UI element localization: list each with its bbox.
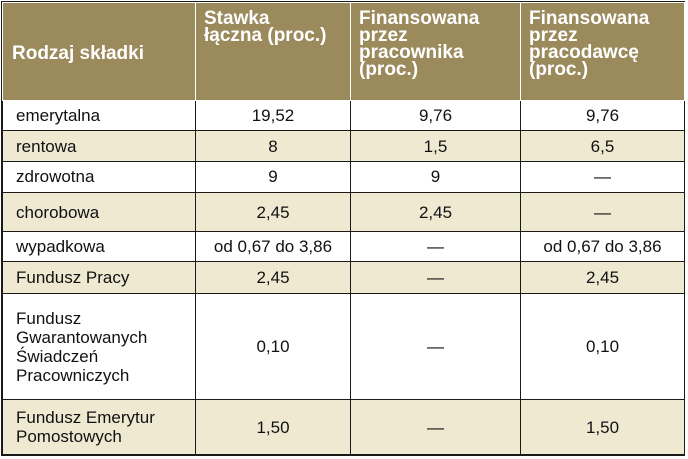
- cell-contribution-type: emerytalna: [2, 99, 196, 132]
- cell-total-rate: 2,45: [195, 192, 351, 232]
- header-employer-share: Finansowana przez pracodawcę (proc.): [520, 2, 685, 101]
- cell-employer-share: —: [520, 160, 685, 194]
- table-header-row: Rodzaj składki Stawka łączna (proc.) Fin…: [2, 2, 685, 101]
- cell-contribution-type: rentowa: [2, 130, 196, 162]
- cell-contribution-type: zdrowotna: [2, 160, 196, 194]
- cell-total-rate: 8: [195, 130, 351, 162]
- header-total-rate: Stawka łączna (proc.): [195, 2, 351, 101]
- cell-contribution-type: wypadkowa: [2, 230, 196, 263]
- table-row: emerytalna 19,52 9,76 9,76: [2, 99, 685, 132]
- cell-employer-share: —: [520, 192, 685, 232]
- cell-total-rate: 0,10: [195, 292, 351, 401]
- table-row: Fundusz Gwarantowanych Świadczeń Pracown…: [2, 292, 685, 401]
- cell-contribution-type: Fundusz Pracy: [2, 261, 196, 294]
- cell-contribution-type: chorobowa: [2, 192, 196, 232]
- header-contribution-type: Rodzaj składki: [2, 2, 196, 101]
- cell-employer-share: 2,45: [520, 261, 685, 294]
- cell-contribution-type: Fundusz Gwarantowanych Świadczeń Pracown…: [2, 292, 196, 401]
- cell-employer-share: 1,50: [520, 399, 685, 455]
- cell-employee-share: 1,5: [350, 130, 521, 162]
- table-row: zdrowotna 9 9 —: [2, 160, 685, 194]
- cell-total-rate: 9: [195, 160, 351, 194]
- cell-contribution-type: Fundusz Emerytur Pomostowych: [2, 399, 196, 455]
- cell-employee-share: —: [350, 230, 521, 263]
- cell-total-rate: 1,50: [195, 399, 351, 455]
- table-row: Fundusz Emerytur Pomostowych 1,50 — 1,50: [2, 399, 685, 455]
- cell-employer-share: 0,10: [520, 292, 685, 401]
- cell-total-rate: 2,45: [195, 261, 351, 294]
- cell-employee-share: —: [350, 292, 521, 401]
- table-row: rentowa 8 1,5 6,5: [2, 130, 685, 162]
- cell-employee-share: —: [350, 399, 521, 455]
- header-employee-share: Finansowana przez pracownika (proc.): [350, 2, 521, 101]
- table-row: Fundusz Pracy 2,45 — 2,45: [2, 261, 685, 294]
- cell-employer-share: od 0,67 do 3,86: [520, 230, 685, 263]
- cell-total-rate: od 0,67 do 3,86: [195, 230, 351, 263]
- cell-employer-share: 6,5: [520, 130, 685, 162]
- table-row: wypadkowa od 0,67 do 3,86 — od 0,67 do 3…: [2, 230, 685, 263]
- cell-employee-share: 2,45: [350, 192, 521, 232]
- cell-total-rate: 19,52: [195, 99, 351, 132]
- cell-employer-share: 9,76: [520, 99, 685, 132]
- table-row: chorobowa 2,45 2,45 —: [2, 192, 685, 232]
- cell-employee-share: 9,76: [350, 99, 521, 132]
- contribution-rates-table: Rodzaj składki Stawka łączna (proc.) Fin…: [2, 2, 685, 455]
- cell-employee-share: 9: [350, 160, 521, 194]
- cell-employee-share: —: [350, 261, 521, 294]
